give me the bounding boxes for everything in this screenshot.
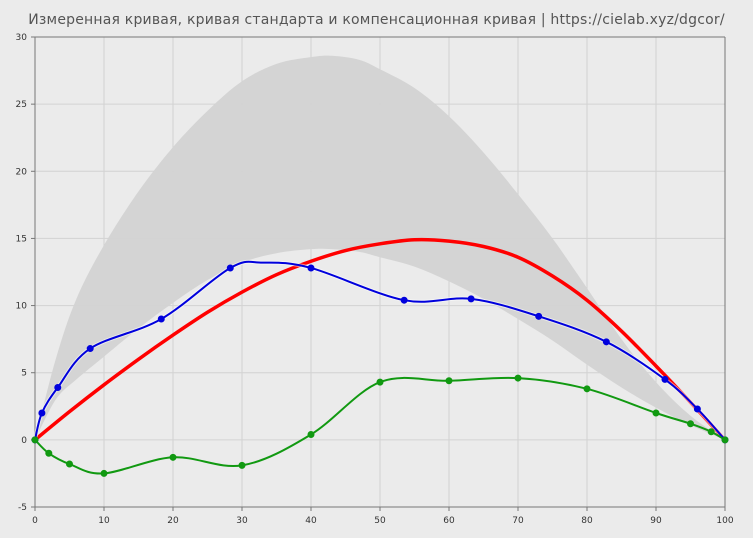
data-point — [721, 436, 729, 444]
data-point — [535, 312, 543, 320]
data-point — [707, 428, 715, 436]
data-point — [652, 409, 660, 417]
x-tick-label: 50 — [374, 516, 386, 526]
chart-title: Измеренная кривая, кривая стандарта и ко… — [28, 12, 725, 28]
data-point — [376, 378, 384, 386]
x-tick-label: 90 — [650, 516, 662, 526]
y-tick-label: 20 — [16, 167, 28, 177]
y-tick-label: -5 — [18, 503, 27, 513]
x-tick-label: 100 — [716, 516, 733, 526]
data-point — [687, 420, 694, 428]
data-point — [226, 264, 234, 272]
standard-curve — [33, 237, 727, 442]
y-tick-label: 30 — [16, 33, 28, 43]
x-tick-label: 30 — [236, 516, 248, 526]
data-point — [661, 375, 669, 383]
data-point — [583, 385, 591, 393]
data-point — [514, 374, 522, 382]
data-point — [157, 315, 165, 323]
data-point — [38, 409, 46, 417]
x-tick-label: 60 — [443, 516, 455, 526]
y-tick-label: 10 — [16, 302, 28, 312]
x-tick-label: 40 — [305, 516, 317, 526]
y-tick-label: 5 — [21, 369, 27, 379]
data-point — [238, 461, 246, 469]
data-point — [169, 453, 177, 461]
data-point — [31, 436, 39, 444]
measured-curve — [34, 260, 726, 441]
x-tick-label: 20 — [167, 516, 179, 526]
data-point — [693, 405, 701, 413]
tolerance-band — [35, 55, 725, 440]
data-point — [307, 264, 315, 272]
data-point — [86, 345, 94, 353]
data-point — [307, 430, 315, 438]
data-point — [400, 296, 408, 304]
x-tick-label: 10 — [98, 516, 110, 526]
y-tick-label: 0 — [21, 436, 27, 446]
data-point — [602, 338, 610, 346]
data-point — [467, 295, 475, 303]
x-tick-label: 80 — [581, 516, 593, 526]
data-point — [54, 383, 62, 391]
y-tick-label: 15 — [16, 234, 27, 244]
data-point — [45, 449, 53, 457]
x-tick-label: 70 — [512, 516, 524, 526]
data-point — [445, 377, 453, 385]
data-point — [66, 460, 73, 468]
data-point — [100, 469, 108, 477]
x-tick-label: 0 — [32, 516, 38, 526]
y-tick-label: 25 — [16, 100, 27, 110]
